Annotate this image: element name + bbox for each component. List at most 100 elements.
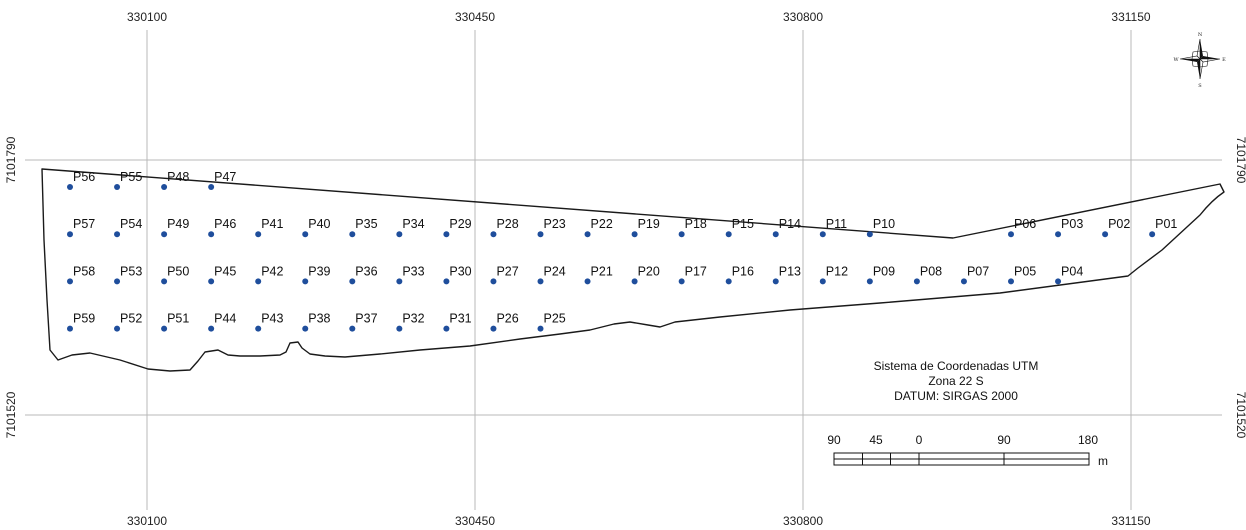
sample-point: P33 [396,264,425,285]
sample-point-label: P20 [638,264,660,278]
info-line-2: Zona 22 S [928,374,983,388]
sample-point: P59 [67,312,95,332]
sample-point-marker [631,278,638,285]
sample-point-label: P46 [214,217,236,231]
sample-point-label: P14 [779,217,801,231]
sample-point-label: P25 [544,312,566,326]
sample-point-label: P29 [449,217,471,231]
sample-point-marker [819,278,826,285]
sample-point-label: P59 [73,312,95,326]
sample-point-marker [349,278,356,285]
sample-point-marker [1008,278,1014,285]
sample-point-marker [866,231,873,238]
sample-point: P02 [1102,217,1130,238]
sample-point-label: P42 [261,264,283,278]
sample-point-label: P08 [920,264,942,278]
sample-point-marker [490,325,497,332]
sample-point-marker [114,184,121,190]
sample-point: P35 [349,217,378,238]
sample-point-label: P06 [1014,217,1036,231]
sample-point-marker [114,278,121,285]
sample-point: P41 [255,217,283,238]
sample-point-label: P55 [120,170,142,184]
sample-point-label: P45 [214,264,236,278]
scale-label: 45 [869,433,883,447]
sample-point-marker [208,231,215,238]
sample-point: P52 [114,312,142,332]
sample-point-label: P54 [120,217,142,231]
sample-point-marker [208,278,215,285]
sample-point: P13 [772,264,801,285]
sample-point-marker [302,325,309,332]
y-tick-right: 7101520 [1234,392,1246,439]
sample-point-label: P40 [308,217,330,231]
sample-point: P16 [725,264,754,285]
sample-point-marker [396,278,403,285]
x-tick-top: 331150 [1111,10,1150,24]
sample-point: P06 [1008,217,1036,238]
sample-point-marker [443,325,450,332]
sample-point-label: P13 [779,264,801,278]
sample-point: P50 [161,264,189,285]
sample-point-marker [349,231,356,238]
sample-point: P40 [302,217,331,238]
sample-point: P03 [1055,217,1083,238]
sample-point: P34 [396,217,425,238]
compass-n: N [1198,32,1203,38]
sample-point-label: P49 [167,217,189,231]
sample-point: P11 [819,217,847,238]
sample-point-marker [490,278,497,285]
sample-point-label: P44 [214,312,236,326]
sample-point-marker [396,325,403,332]
compass-e: E [1222,57,1226,63]
x-tick-labels-bottom: 330100 330450 330800 331150 [127,514,1151,528]
sample-point-marker [208,184,215,190]
sample-point-label: P22 [591,217,613,231]
sample-point: P43 [255,312,283,332]
sample-point: P23 [537,217,566,238]
sample-point-marker [255,325,262,332]
sample-point-marker [114,325,121,332]
y-tick-right: 7101790 [1234,137,1246,184]
sample-point: P46 [208,217,236,238]
coordinate-system-info: Sistema de Coordenadas UTM Zona 22 S DAT… [874,359,1039,403]
sample-point: P45 [208,264,236,285]
sample-point: P09 [866,264,895,285]
sample-point-label: P34 [402,217,424,231]
sample-point-marker [114,231,121,238]
x-tick-bottom: 330100 [127,514,167,528]
sample-point: P27 [490,264,519,285]
sample-point-marker [537,278,544,285]
sample-point: P42 [255,264,283,285]
sample-point: P18 [678,217,707,238]
sample-point-label: P03 [1061,217,1083,231]
sample-point-label: P48 [167,170,189,184]
sample-point-marker [1008,231,1014,238]
sample-point-label: P36 [355,264,377,278]
sample-point-marker [584,231,591,238]
sample-point-marker [1055,278,1062,285]
sample-point-label: P58 [73,264,95,278]
sample-point: P39 [302,264,331,285]
sample-point-marker [255,231,262,238]
sample-point: P07 [960,264,989,285]
sample-point-label: P57 [73,217,95,231]
sample-point-marker [161,184,168,190]
sample-point: P55 [114,170,142,190]
sample-point-label: P56 [73,170,95,184]
sample-point-marker [584,278,591,285]
sample-point-marker [208,325,215,332]
sample-point: P12 [819,264,848,285]
scale-label: 90 [827,433,841,447]
sample-point-label: P41 [261,217,283,231]
sample-point-label: P52 [120,312,142,326]
sample-point-marker [443,231,450,238]
sample-point: P53 [114,264,142,285]
sample-point-label: P28 [496,217,518,231]
scale-label: 180 [1078,433,1098,447]
sample-point: P57 [67,217,95,238]
x-tick-bottom: 330800 [783,514,823,528]
sample-point-marker [67,325,73,332]
sample-point-marker [161,278,168,285]
